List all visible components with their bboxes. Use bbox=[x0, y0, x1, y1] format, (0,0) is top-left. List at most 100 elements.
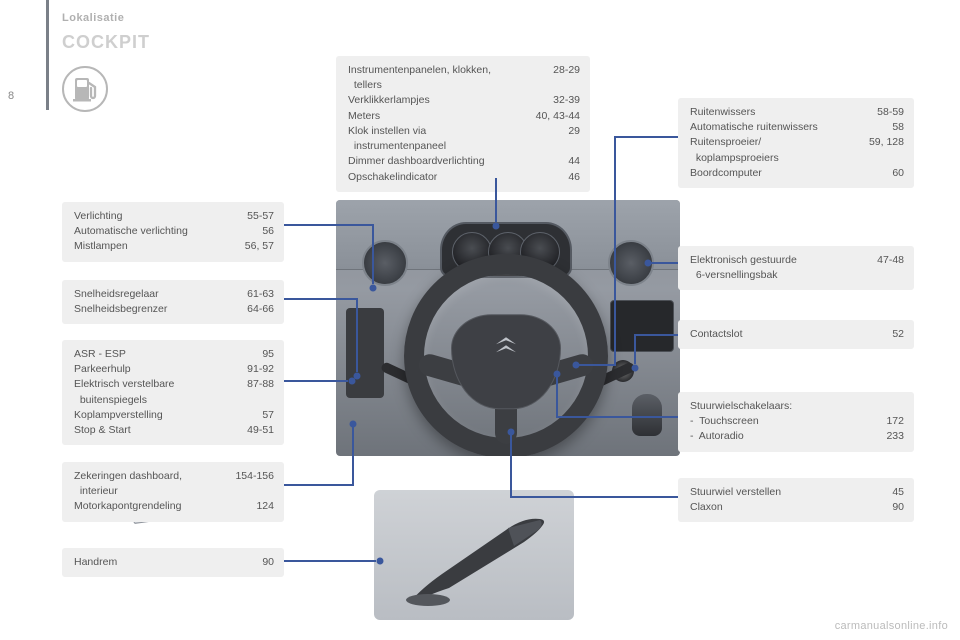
callout-pages: 52 bbox=[892, 327, 904, 342]
callout-row: Instrumentenpanelen, klokken, tellers 28-… bbox=[348, 63, 580, 93]
leader-dot bbox=[493, 223, 500, 230]
callout-handbrake: Handrem 90 bbox=[62, 548, 284, 577]
callout-row: Dimmer dashboardverlichting 44 bbox=[348, 154, 580, 169]
callout-label: Motorkapontgrendeling bbox=[74, 499, 181, 514]
callout-pages: 55-57 bbox=[247, 209, 274, 224]
callout-pages: 64-66 bbox=[247, 302, 274, 317]
callout-pages: 45 bbox=[892, 485, 904, 500]
callout-pages: 233 bbox=[886, 429, 904, 444]
callout-pages: 90 bbox=[892, 500, 904, 515]
callout-steering-controls: Stuurwielschakelaars:- Touchscreen172- A… bbox=[678, 392, 914, 452]
callout-row: Stuurwiel verstellen45 bbox=[690, 485, 904, 500]
leader-dot bbox=[554, 371, 561, 378]
callout-label: Opschakelindicator bbox=[348, 170, 437, 185]
leader-dot bbox=[573, 362, 580, 369]
callout-instruments: Instrumentenpanelen, klokken, tellers 28-… bbox=[336, 56, 590, 192]
callout-row: Ruitenwissers58-59 bbox=[690, 105, 904, 120]
callout-row: - Touchscreen172 bbox=[690, 414, 904, 429]
callout-label: Koplampverstelling bbox=[74, 408, 163, 423]
callout-label: - Autoradio bbox=[690, 429, 744, 444]
callout-row: Handrem 90 bbox=[74, 555, 274, 570]
callout-row: Parkeerhulp91-92 bbox=[74, 362, 274, 377]
callout-row: Elektrisch verstelbare buitenspiegels 87-… bbox=[74, 377, 274, 407]
callout-row: - Autoradio 233 bbox=[690, 429, 904, 444]
callout-label: Instrumentenpanelen, klokken, tellers bbox=[348, 63, 491, 93]
callout-pages: 29 bbox=[568, 124, 580, 154]
callout-pages: 56, 57 bbox=[245, 239, 274, 254]
callout-row: Opschakelindicator 46 bbox=[348, 170, 580, 185]
callout-row: Stuurwielschakelaars: bbox=[690, 399, 904, 414]
callout-row: Elektronisch gestuurde 6-versnellingsbak… bbox=[690, 253, 904, 283]
callout-fuses: Zekeringen dashboard, interieur154-156Mo… bbox=[62, 462, 284, 522]
callout-label: Klok instellen via instrumentenpaneel bbox=[348, 124, 446, 154]
callout-lighting: Verlichting55-57Automatische verlichting… bbox=[62, 202, 284, 262]
callout-row: Claxon 90 bbox=[690, 500, 904, 515]
leader-line bbox=[284, 224, 374, 226]
leader-line bbox=[556, 374, 558, 418]
page-title: COCKPIT bbox=[62, 32, 150, 53]
callout-label: Automatische verlichting bbox=[74, 224, 188, 239]
callout-pages: 60 bbox=[892, 166, 904, 181]
leader-line bbox=[284, 298, 358, 300]
leader-line bbox=[284, 560, 376, 562]
callout-pages: 56 bbox=[262, 224, 274, 239]
callout-pages: 154-156 bbox=[235, 469, 274, 499]
callout-row: Automatische ruitenwissers 58 bbox=[690, 120, 904, 135]
callout-label: Claxon bbox=[690, 500, 723, 515]
callout-label: Verklikkerlampjes bbox=[348, 93, 430, 108]
callout-label: Snelheidsbegrenzer bbox=[74, 302, 167, 317]
leader-line bbox=[648, 262, 678, 264]
callout-row: Meters 40, 43-44 bbox=[348, 109, 580, 124]
callout-cruise: Snelheidsregelaar61-63Snelheidsbegrenzer… bbox=[62, 280, 284, 324]
leader-line bbox=[634, 334, 636, 364]
callout-row: Ruitensproeier/ koplampsproeiers59, 128 bbox=[690, 135, 904, 165]
callout-label: Ruitenwissers bbox=[690, 105, 755, 120]
callout-label: Automatische ruitenwissers bbox=[690, 120, 818, 135]
callout-pages: 57 bbox=[262, 408, 274, 423]
callout-label: Meters bbox=[348, 109, 380, 124]
callout-label: Snelheidsregelaar bbox=[74, 287, 159, 302]
leader-line bbox=[495, 178, 497, 222]
leader-line bbox=[284, 380, 348, 382]
callout-row: ASR - ESP 95 bbox=[74, 347, 274, 362]
callout-row: Koplampverstelling 57 bbox=[74, 408, 274, 423]
callout-row: Snelheidsregelaar61-63 bbox=[74, 287, 274, 302]
callout-ignition: Contactslot 52 bbox=[678, 320, 914, 349]
callout-label: - Touchscreen bbox=[690, 414, 759, 429]
callout-row: Motorkapontgrendeling 124 bbox=[74, 499, 274, 514]
leader-dot bbox=[349, 378, 356, 385]
callout-label: Contactslot bbox=[690, 327, 743, 342]
leader-line bbox=[556, 416, 678, 418]
callout-label: Dimmer dashboardverlichting bbox=[348, 154, 485, 169]
leader-line bbox=[576, 364, 616, 366]
callout-label: Elektrisch verstelbare buitenspiegels bbox=[74, 377, 174, 407]
callout-label: ASR - ESP bbox=[74, 347, 126, 362]
callout-pages: 87-88 bbox=[247, 377, 274, 407]
callout-pages: 44 bbox=[568, 154, 580, 169]
callout-pages: 46 bbox=[568, 170, 580, 185]
callout-pages: 40, 43-44 bbox=[536, 109, 580, 124]
callout-pages: 90 bbox=[262, 555, 274, 570]
callout-row: Automatische verlichting 56 bbox=[74, 224, 274, 239]
leader-dot bbox=[508, 429, 515, 436]
callout-label: Boordcomputer bbox=[690, 166, 762, 181]
leader-line bbox=[372, 224, 374, 284]
leader-line bbox=[352, 424, 354, 486]
callout-pages: 95 bbox=[262, 347, 274, 362]
leader-line bbox=[614, 136, 616, 366]
callout-pages: 49-51 bbox=[247, 423, 274, 438]
callout-label: Mistlampen bbox=[74, 239, 128, 254]
leader-dot bbox=[632, 365, 639, 372]
callout-pages: 58 bbox=[892, 120, 904, 135]
callout-label: Parkeerhulp bbox=[74, 362, 131, 377]
leader-dot bbox=[377, 558, 384, 565]
header-vertical-rule bbox=[46, 0, 49, 110]
callout-pages: 28-29 bbox=[553, 63, 580, 93]
callout-wipers: Ruitenwissers58-59Automatische ruitenwis… bbox=[678, 98, 914, 188]
leader-line bbox=[510, 496, 678, 498]
callout-label: Handrem bbox=[74, 555, 117, 570]
callout-pages: 124 bbox=[256, 499, 274, 514]
callout-label: Verlichting bbox=[74, 209, 122, 224]
callout-row: Snelheidsbegrenzer 64-66 bbox=[74, 302, 274, 317]
callout-pages: 59, 128 bbox=[869, 135, 904, 165]
